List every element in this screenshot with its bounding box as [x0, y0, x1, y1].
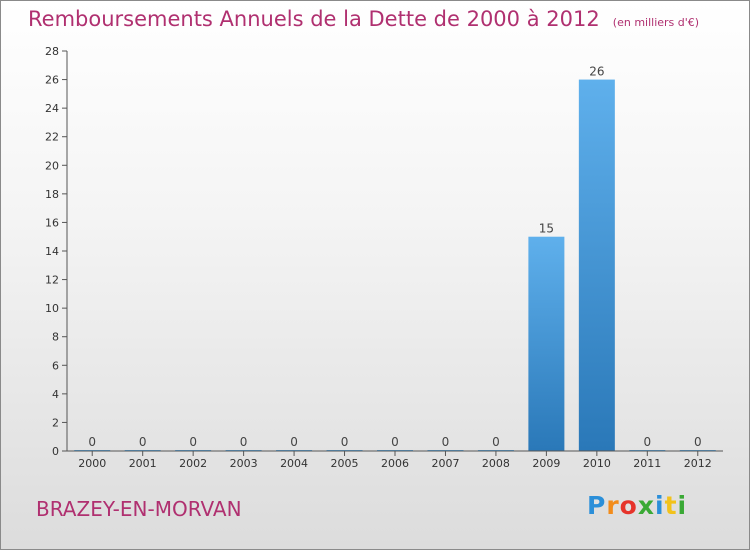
data-label: 0 [88, 435, 96, 449]
x-tick-label: 2012 [684, 457, 712, 470]
logo-letter: r [606, 491, 620, 520]
data-label: 0 [139, 435, 147, 449]
logo-letter: o [619, 491, 638, 520]
data-label: 15 [539, 222, 554, 236]
x-tick-label: 2006 [381, 457, 409, 470]
y-tick-label: 16 [45, 216, 59, 229]
data-label: 0 [694, 435, 702, 449]
y-tick-label: 24 [45, 102, 59, 115]
logo-letter: x [637, 491, 655, 520]
data-label: 0 [643, 435, 651, 449]
logo-letter: t [664, 491, 678, 520]
x-tick-label: 2001 [129, 457, 157, 470]
chart-unit-note: (en milliers d'€) [612, 16, 700, 29]
y-tick-label: 14 [45, 245, 59, 258]
y-tick-label: 10 [45, 302, 59, 315]
logo-letter: i [677, 491, 688, 520]
x-tick-label: 2007 [431, 457, 459, 470]
bar-2010 [578, 79, 615, 452]
data-label: 0 [189, 435, 197, 449]
commune-name: BRAZEY-EN-MORVAN [36, 497, 242, 521]
y-tick-label: 12 [45, 274, 59, 287]
bars-group: 0 0 0 0 0 0 0 0 0 15 26 0 0 [74, 65, 716, 452]
y-tick-label: 26 [45, 74, 59, 87]
data-label: 0 [240, 435, 248, 449]
bar-2009 [528, 236, 565, 451]
y-tick-label: 0 [52, 445, 59, 458]
chart-title-block: Remboursements Annuels de la Dette de 20… [28, 7, 699, 31]
chart-title: Remboursements Annuels de la Dette de 20… [28, 7, 600, 31]
data-label: 0 [442, 435, 450, 449]
x-tick-label: 2009 [532, 457, 560, 470]
data-label: 26 [589, 65, 604, 79]
x-tick-label: 2005 [331, 457, 359, 470]
y-tick-label: 4 [52, 388, 59, 401]
x-tick-label: 2000 [78, 457, 106, 470]
data-label: 0 [290, 435, 298, 449]
x-tick-label: 2010 [583, 457, 611, 470]
y-tick-label: 20 [45, 159, 59, 172]
data-label: 0 [492, 435, 500, 449]
y-tick-label: 8 [52, 331, 59, 344]
x-tick-label: 2002 [179, 457, 207, 470]
y-tick-label: 28 [45, 45, 59, 58]
x-tick-label: 2004 [280, 457, 308, 470]
y-tick-label: 22 [45, 131, 59, 144]
data-label: 0 [341, 435, 349, 449]
logo-letter: P [587, 491, 607, 520]
x-tick-label: 2008 [482, 457, 510, 470]
proxiti-logo: Proxiti [587, 491, 687, 520]
y-tick-label: 2 [52, 416, 59, 429]
x-tick-label: 2011 [633, 457, 661, 470]
x-tick-label: 2003 [230, 457, 258, 470]
y-tick-label: 6 [52, 359, 59, 372]
logo-letter: i [655, 491, 665, 520]
data-label: 0 [391, 435, 399, 449]
y-tick-label: 18 [45, 188, 59, 201]
